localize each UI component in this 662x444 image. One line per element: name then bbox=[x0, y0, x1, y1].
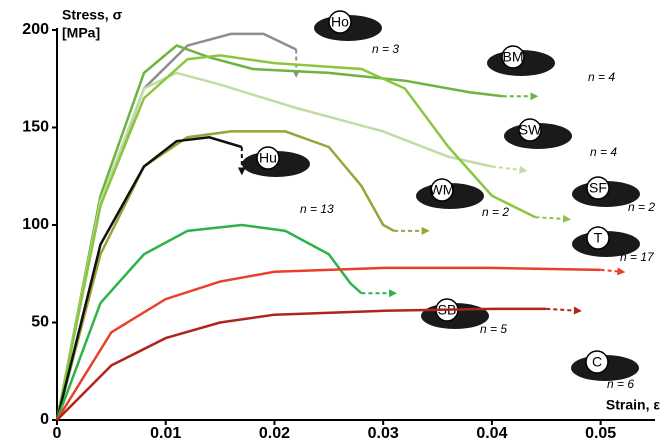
stress-strain-curve bbox=[57, 73, 492, 420]
species-label: Ho bbox=[331, 14, 349, 30]
species-label: Hu bbox=[259, 150, 277, 166]
species-label: C bbox=[592, 354, 602, 370]
sample-size: n = 2 bbox=[482, 205, 509, 219]
failure-arrow bbox=[492, 167, 525, 171]
species-label: BM bbox=[503, 49, 524, 65]
x-tick-label: 0.01 bbox=[150, 425, 181, 439]
y-tick-label: 150 bbox=[22, 119, 49, 136]
sample-size: n = 6 bbox=[607, 377, 634, 391]
stress-strain-curve bbox=[57, 268, 601, 420]
species-label: WM bbox=[430, 182, 455, 198]
failure-arrow bbox=[601, 270, 623, 272]
y-axis-label: Stress, σ bbox=[62, 7, 123, 23]
y-tick-label: 50 bbox=[31, 314, 49, 331]
sample-size: n = 3 bbox=[372, 42, 399, 56]
y-axis-unit: [MPa] bbox=[62, 25, 100, 41]
x-tick-label: 0.03 bbox=[368, 425, 399, 439]
sample-size: n = 13 bbox=[300, 202, 334, 216]
x-tick-label: 0.02 bbox=[259, 425, 290, 439]
x-tick-label: 0.05 bbox=[585, 425, 616, 439]
y-tick-label: 0 bbox=[40, 411, 49, 428]
sample-size: n = 17 bbox=[620, 250, 655, 264]
stress-strain-curve bbox=[57, 225, 361, 420]
species-label: T bbox=[594, 230, 603, 246]
species-label: SW bbox=[519, 122, 542, 138]
x-tick-label: 0 bbox=[53, 425, 62, 439]
x-tick-label: 0.04 bbox=[476, 425, 507, 439]
chart: Stress, σ [MPa] Strain, ε 0 50 100 150 200 0 0… bbox=[0, 0, 662, 439]
x-axis-label: Strain, ε bbox=[606, 397, 660, 413]
y-tick-label: 200 bbox=[22, 21, 49, 38]
sample-size: n = 4 bbox=[588, 70, 615, 84]
failure-arrow bbox=[546, 309, 579, 311]
sample-size: n = 5 bbox=[480, 322, 507, 336]
y-tick-label: 100 bbox=[22, 216, 49, 233]
sample-size: n = 2 bbox=[628, 200, 655, 214]
failure-arrow bbox=[535, 217, 568, 219]
species-label: SF bbox=[589, 180, 607, 196]
sample-size: n = 4 bbox=[590, 145, 617, 159]
